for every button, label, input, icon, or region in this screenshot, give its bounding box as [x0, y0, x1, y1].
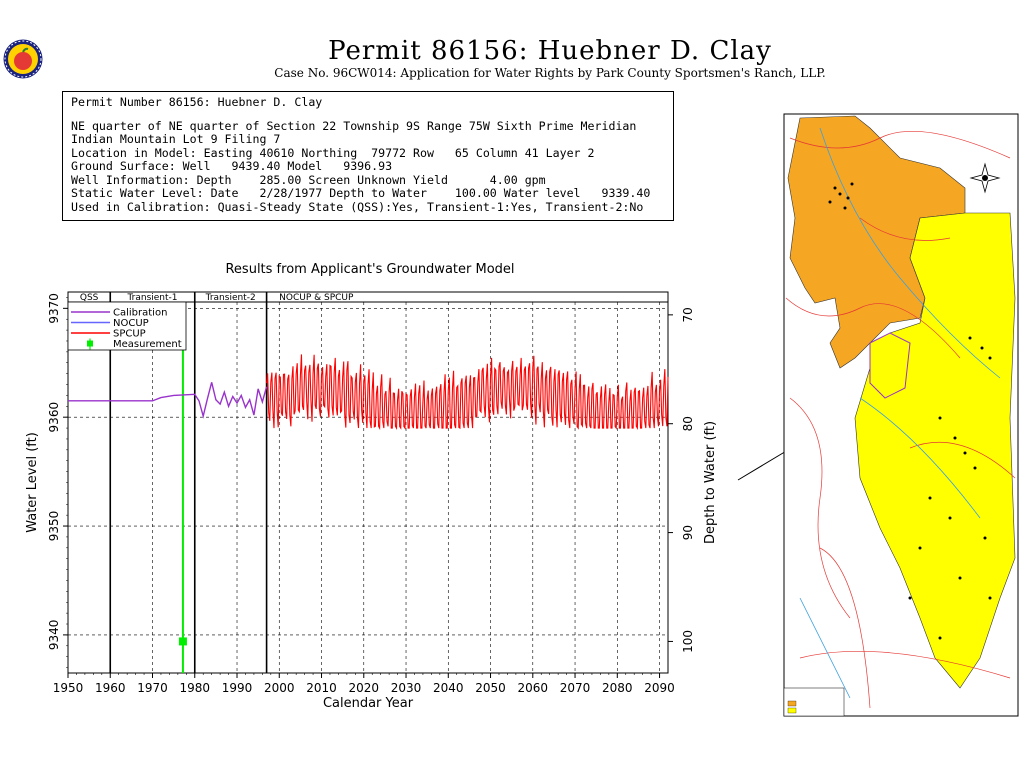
x-tick-label: 2060 — [518, 681, 549, 695]
legend-label: SPCUP — [113, 329, 146, 340]
x-tick-label: 1980 — [179, 681, 210, 695]
x-tick-label: 1970 — [137, 681, 168, 695]
spcup-series — [266, 354, 669, 431]
legend-label: Calibration — [113, 308, 167, 319]
info-subdivision: Indian Mountain Lot 9 Filing 7 — [71, 132, 281, 146]
y-tick-label: 9360 — [47, 402, 61, 433]
measurement-point — [178, 637, 187, 646]
chart-title: Results from Applicant's Groundwater Mod… — [225, 262, 515, 277]
y-tick-label: 9340 — [47, 620, 61, 651]
period-label: Transient-2 — [205, 293, 256, 303]
x-tick-label: 2080 — [602, 681, 633, 695]
map-layer2-region — [854, 212, 1016, 689]
permit-info-box: Permit Number 86156: Huebner D. Clay NE q… — [62, 91, 674, 221]
legend-measurement-marker — [87, 340, 93, 347]
x-tick-label: 2010 — [306, 681, 337, 695]
info-well-information: Well Information: Depth 285.00 Screen Un… — [71, 172, 546, 187]
info-calibration-usage: Used in Calibration: Quasi-Steady State … — [71, 199, 644, 214]
y2-tick-label: 70 — [681, 307, 695, 322]
x-tick-label: 2050 — [475, 681, 506, 695]
map-pointer-line — [737, 449, 789, 481]
legend-label: Measurement — [113, 339, 182, 350]
y2-tick-label: 100 — [681, 630, 695, 653]
y-tick-label: 9370 — [47, 293, 61, 324]
period-label: NOCUP & SPCUP — [279, 293, 354, 303]
period-label: Transient-1 — [126, 293, 177, 303]
calibration-series — [68, 382, 268, 419]
page-subtitle: Case No. 96CW014: Application for Water … — [274, 66, 826, 80]
x-tick-label: 1950 — [53, 681, 84, 695]
x-tick-label: 2040 — [433, 681, 464, 695]
info-permit-number: Permit Number 86156: Huebner D. Clay — [71, 95, 323, 109]
map-layer1-region — [787, 115, 966, 369]
info-model-location: Location in Model: Easting 40610 Northin… — [71, 145, 595, 160]
x-tick-label: 2000 — [264, 681, 295, 695]
y-tick-label: 9350 — [47, 511, 61, 542]
plot-frame — [67, 291, 669, 674]
y-axis-label: Water Level (ft) — [25, 432, 40, 533]
water-level-chart: QSS Transient-1 Transient-2 NOCUP & SPCUP 19… — [25, 291, 718, 711]
compass-icon — [969, 162, 1001, 194]
model-domain-map — [783, 113, 1019, 717]
period-label: QSS — [80, 293, 99, 303]
y2-axis-label: Depth to Water (ft) — [703, 421, 718, 544]
x-axis-label: Calendar Year — [323, 696, 414, 711]
y2-tick-label: 80 — [681, 416, 695, 431]
info-legal-location: NE quarter of NE quarter of Section 22 T… — [71, 118, 637, 133]
page-title: Permit 86156: Huebner D. Clay — [328, 36, 772, 66]
x-tick-label: 2020 — [349, 681, 380, 695]
x-tick-label: 2030 — [391, 681, 422, 695]
x-tick-label: 2090 — [644, 681, 675, 695]
info-static-water-level: Static Water Level: Date 2/28/1977 Depth… — [71, 186, 651, 200]
x-tick-label: 1990 — [222, 681, 253, 695]
state-logo-icon — [2, 38, 44, 80]
x-tick-label: 2070 — [560, 681, 591, 695]
y2-tick-label: 90 — [681, 525, 695, 540]
legend-label: NOCUP — [113, 318, 149, 329]
x-tick-label: 1960 — [95, 681, 126, 695]
info-ground-surface: Ground Surface: Well 9439.40 Model 9396.… — [71, 159, 393, 173]
